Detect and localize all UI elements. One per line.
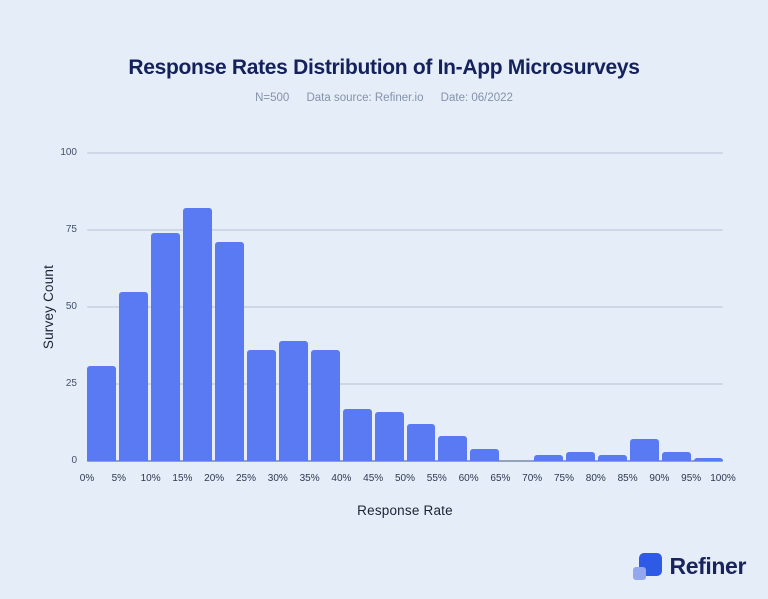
bar bbox=[310, 350, 340, 461]
gridline bbox=[87, 229, 723, 231]
x-tick-label: 20% bbox=[204, 473, 225, 484]
bar bbox=[118, 292, 148, 461]
x-tick-label: 35% bbox=[299, 473, 320, 484]
date-label: Date: 06/2022 bbox=[440, 92, 513, 104]
bar bbox=[406, 424, 436, 461]
x-tick-label: 30% bbox=[267, 473, 288, 484]
chart: Survey Count 0% 5% 10% 15% 20% 25% 30% 35% 40% 45… bbox=[41, 148, 736, 519]
x-tick-label: 60% bbox=[458, 473, 479, 484]
bar bbox=[374, 412, 404, 461]
two-overlapping-squares-icon bbox=[632, 552, 662, 580]
x-tick-label: 80% bbox=[585, 473, 606, 484]
bar bbox=[214, 242, 244, 461]
x-tick-label: 45% bbox=[363, 473, 384, 484]
x-axis-title: Response Rate bbox=[357, 503, 453, 518]
x-axis-tick-labels: 0% 5% 10% 15% 20% 25% 30% 35% 40% 45% 50% 55% 60% 65%… bbox=[80, 473, 736, 485]
x-tick-label: 65% bbox=[490, 473, 511, 484]
bar bbox=[694, 458, 724, 461]
bar bbox=[342, 409, 372, 461]
x-tick-label: 90% bbox=[649, 473, 670, 484]
x-tick-label: 25% bbox=[235, 473, 257, 484]
sample-size-label: N=500 bbox=[255, 92, 290, 104]
bar bbox=[246, 350, 276, 461]
brand-name: Refiner bbox=[669, 552, 747, 579]
bar bbox=[662, 452, 692, 461]
y-tick-label: 25 bbox=[65, 378, 77, 389]
y-tick-label: 75 bbox=[65, 224, 77, 235]
x-tick-label: 10% bbox=[140, 473, 161, 484]
x-tick-label: 0% bbox=[79, 473, 95, 484]
bar bbox=[438, 436, 468, 461]
bar bbox=[566, 452, 596, 461]
y-tick-label: 100 bbox=[60, 147, 77, 158]
y-tick-label: 0 bbox=[71, 455, 77, 466]
bar bbox=[150, 233, 180, 461]
bar bbox=[278, 341, 308, 461]
x-tick-label: 70% bbox=[522, 473, 543, 484]
chart-subtitle: N=500 Data source: Refiner.io Date: 06/2… bbox=[0, 92, 768, 104]
bar bbox=[598, 455, 628, 461]
bar bbox=[182, 208, 212, 461]
x-tick-label: 15% bbox=[172, 473, 193, 484]
x-tick-label: 95% bbox=[681, 473, 702, 484]
chart-header: Response Rates Distribution of In-App Mi… bbox=[0, 56, 768, 104]
plot-area: 0% 5% 10% 15% 20% 25% 30% 35% 40% 45% 50% 55% 60% 65%… bbox=[60, 148, 735, 485]
x-axis-baseline bbox=[87, 460, 723, 462]
bars-container bbox=[87, 153, 724, 461]
data-source-label: Data source: Refiner.io bbox=[306, 92, 424, 104]
gridline bbox=[87, 152, 723, 154]
gridline bbox=[87, 306, 723, 308]
x-tick-label: 55% bbox=[426, 473, 447, 484]
bar bbox=[470, 449, 500, 461]
logo-small-square bbox=[632, 567, 646, 580]
chart-title: Response Rates Distribution of In-App Mi… bbox=[128, 56, 640, 79]
x-tick-label: 75% bbox=[553, 473, 575, 484]
gridline bbox=[87, 383, 723, 385]
x-tick-label: 5% bbox=[111, 473, 127, 484]
brand-logo: Refiner bbox=[632, 551, 747, 581]
x-tick-label: 50% bbox=[394, 473, 416, 484]
x-tick-label: 40% bbox=[331, 473, 352, 484]
y-tick-label: 50 bbox=[65, 301, 77, 312]
bar bbox=[87, 366, 116, 461]
x-tick-label: 85% bbox=[617, 473, 638, 484]
bar bbox=[534, 455, 564, 461]
bar bbox=[630, 439, 660, 461]
x-tick-label: 100% bbox=[710, 473, 736, 484]
